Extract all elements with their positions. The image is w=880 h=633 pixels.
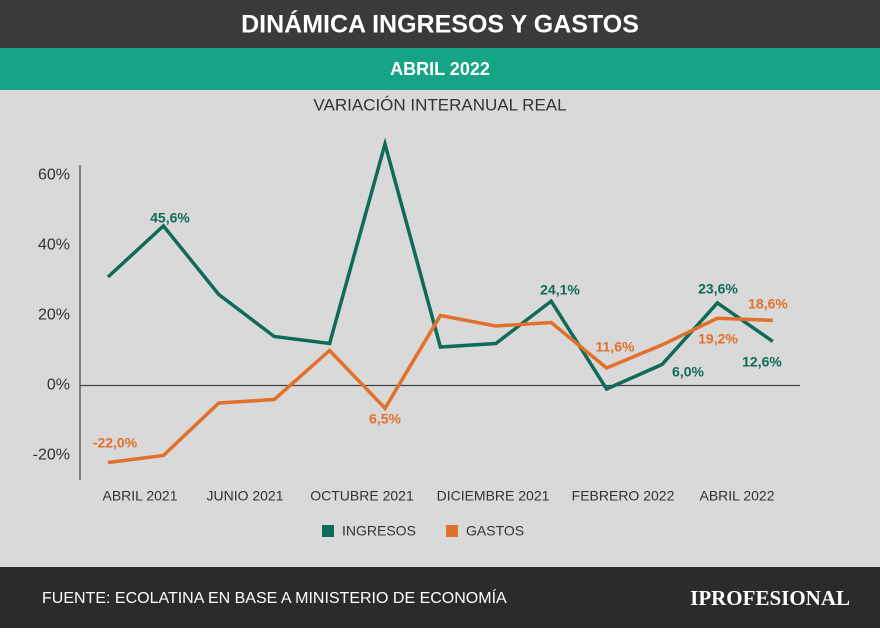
x-tick-label: ABRIL 2022: [700, 488, 775, 504]
data-label: 12,6%: [742, 354, 782, 370]
page-title: DINÁMICA INGRESOS Y GASTOS: [241, 10, 639, 39]
data-label: 18,6%: [748, 296, 788, 312]
series-line: [106, 137, 774, 392]
legend-swatch: [446, 525, 458, 537]
data-label: -22,0%: [93, 435, 138, 451]
y-tick-label: 20%: [38, 307, 70, 324]
chart-title: VARIACIÓN INTERANUAL REAL: [313, 95, 566, 114]
legend-swatch: [322, 525, 334, 537]
footer-bar: [0, 567, 880, 628]
legend-label: INGRESOS: [342, 523, 416, 539]
x-tick-label: ABRIL 2021: [103, 488, 178, 504]
series-line: [107, 313, 773, 465]
page-subtitle: ABRIL 2022: [390, 59, 490, 79]
y-tick-label: -20%: [33, 447, 70, 464]
x-tick-label: FEBRERO 2022: [572, 488, 675, 504]
x-tick-label: JUNIO 2021: [206, 488, 283, 504]
data-label: 6,0%: [672, 364, 704, 380]
subtitle-bar: [0, 48, 880, 90]
data-label: 11,6%: [596, 339, 635, 355]
y-tick-label: 0%: [47, 377, 70, 394]
source: FUENTE: ECOLATINA EN BASE A MINISTERIO D…: [42, 588, 507, 607]
data-label: 23,6%: [698, 281, 738, 297]
data-label: 24,1%: [540, 282, 580, 298]
x-tick-label: DICIEMBRE 2021: [437, 488, 550, 504]
y-tick-label: 60%: [38, 167, 70, 184]
header-bar: [0, 0, 880, 48]
data-label: 19,2%: [698, 331, 738, 347]
brand: IPROFESIONAL: [690, 586, 850, 610]
x-tick-label: OCTUBRE 2021: [310, 488, 414, 504]
data-label: 6,5%: [369, 411, 401, 427]
data-label: 45,6%: [150, 210, 190, 226]
y-tick-label: 40%: [38, 237, 70, 254]
legend-label: GASTOS: [466, 523, 524, 539]
